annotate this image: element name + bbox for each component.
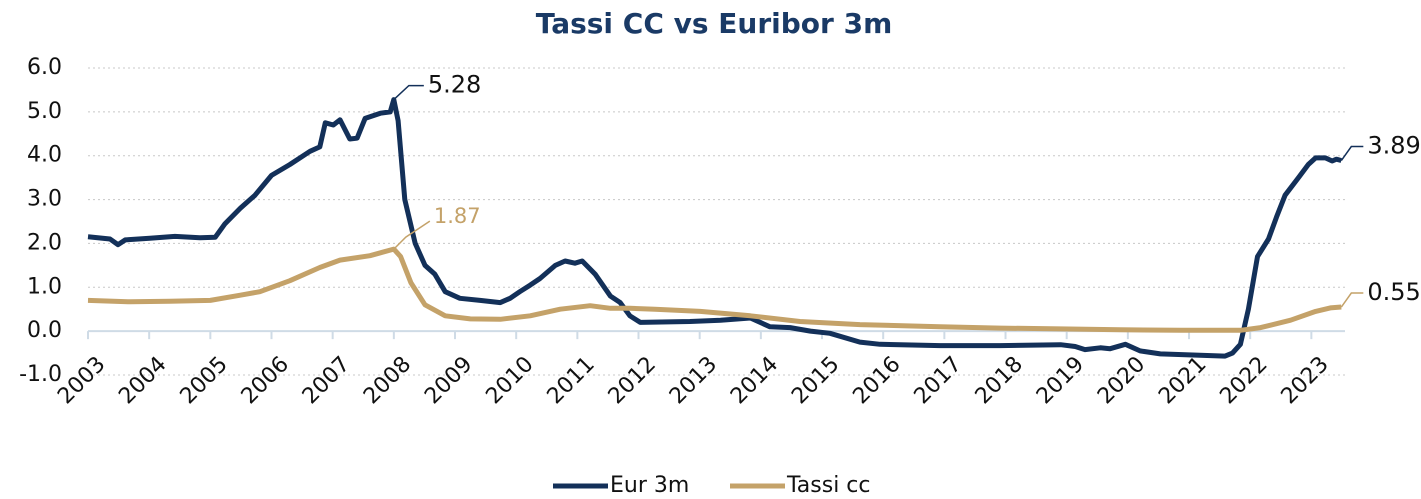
annotation: 3.89	[1367, 132, 1420, 160]
y-tick-label: 0.0	[27, 318, 62, 343]
x-tick-label: 2012	[604, 352, 661, 409]
x-tick-label: 2013	[665, 352, 722, 409]
x-tick-label: 2021	[1154, 352, 1211, 409]
series-line	[87, 97, 1342, 359]
legend-label: Tassi cc	[786, 473, 871, 498]
x-tick-label: 2022	[1215, 352, 1272, 409]
y-tick-label: 5.0	[27, 99, 62, 124]
x-tick-label: 2015	[787, 352, 844, 409]
x-tick-label: 2020	[1093, 352, 1150, 409]
y-tick-label: 3.0	[27, 187, 62, 212]
y-tick-label: 2.0	[27, 230, 62, 255]
annotation: 5.28	[428, 71, 481, 99]
x-tick-label: 2017	[910, 352, 967, 409]
x-tick-label: 2009	[420, 352, 477, 409]
annotation-leader	[393, 84, 424, 101]
y-tick-label: 1.0	[27, 274, 62, 299]
x-tick-label: 2004	[114, 352, 171, 409]
x-tick-label: 2010	[481, 352, 538, 409]
annotation: 1.87	[434, 204, 481, 228]
legend-label: Eur 3m	[610, 473, 689, 498]
annotation-leader	[393, 220, 431, 250]
chart-title: Tassi CC vs Euribor 3m	[536, 7, 893, 40]
x-tick-label: 2018	[971, 352, 1028, 409]
x-tick-label: 2014	[726, 352, 783, 409]
x-tick-label: 2019	[1032, 352, 1089, 409]
y-tick-label: 4.0	[27, 143, 62, 168]
x-tick-label: 2005	[176, 352, 233, 409]
annotation: 0.55	[1367, 278, 1420, 306]
x-tick-label: 2016	[848, 352, 905, 409]
y-tick-label: -1.0	[19, 362, 62, 387]
series-line	[87, 246, 1342, 333]
x-tick-label: 2006	[237, 352, 294, 409]
annotation-leader	[1340, 145, 1364, 161]
x-tick-label: 2008	[359, 352, 416, 409]
y-tick-label: 6.0	[27, 55, 62, 80]
x-tick-label: 2007	[298, 352, 355, 409]
annotation-leader	[1340, 292, 1364, 308]
x-tick-label: 2023	[1277, 352, 1334, 409]
x-tick-label: 2011	[543, 352, 600, 409]
